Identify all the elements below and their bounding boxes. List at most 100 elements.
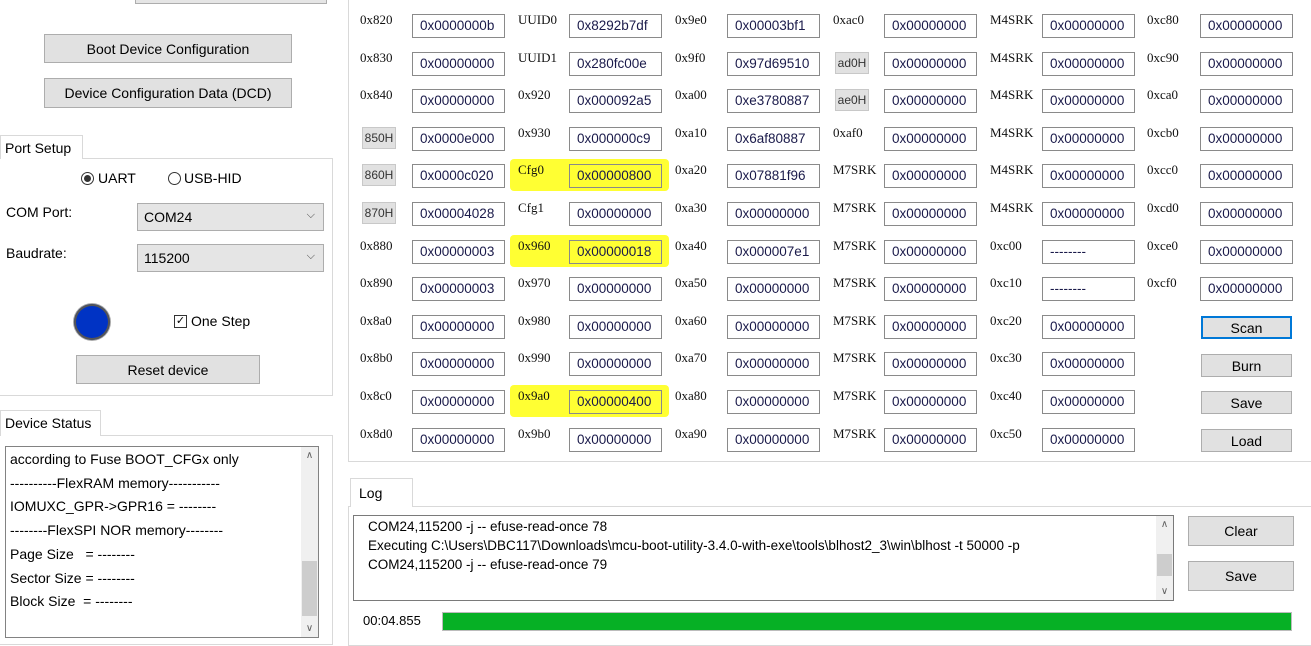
dcd-button[interactable]: Device Configuration Data (DCD) xyxy=(44,78,292,108)
scroll-thumb[interactable] xyxy=(302,561,317,616)
fuse-lock-button[interactable]: 870H xyxy=(362,202,396,224)
fuse-value-field[interactable]: 0x00000000 xyxy=(1042,314,1135,339)
device-status-list[interactable]: according to Fuse BOOT_CFGx only --------… xyxy=(5,446,319,638)
fuse-value-field[interactable]: 0x00000000 xyxy=(569,314,662,339)
fuse-value-field[interactable]: 0x00000000 xyxy=(1042,427,1135,452)
fuse-value-field[interactable]: 0x00000000 xyxy=(884,277,977,302)
fuse-value-field[interactable]: 0x000092a5 xyxy=(569,89,662,114)
fuse-value-field[interactable]: 0x00000000 xyxy=(1042,14,1135,38)
fuse-value-field[interactable]: -------- xyxy=(1042,277,1135,302)
fuse-value-field[interactable]: 0x00000000 xyxy=(1200,51,1293,76)
scrollbar[interactable]: ∧ ∨ xyxy=(301,447,318,637)
scroll-up-icon[interactable]: ∧ xyxy=(305,450,314,461)
fuse-value-field[interactable]: 0x00000000 xyxy=(1042,390,1135,414)
fuse-value-field[interactable]: 0x000000c9 xyxy=(569,126,662,151)
radio-usb-hid[interactable]: USB-HID xyxy=(168,170,242,186)
fuse-value-field[interactable]: 0x000007e1 xyxy=(727,239,820,264)
fuse-value-field[interactable]: 0x00000000 xyxy=(569,427,662,452)
tab-log[interactable]: Log xyxy=(350,478,413,507)
fuse-value-field[interactable]: 0x0000000b xyxy=(412,14,505,38)
fuse-value-field[interactable]: 0x00000000 xyxy=(1200,202,1293,226)
fuse-value-field[interactable]: 0x00000400 xyxy=(569,390,662,414)
clear-log-button[interactable]: Clear xyxy=(1188,516,1294,546)
fuse-lock-button[interactable]: ae0H xyxy=(835,89,869,112)
fuse-value-field[interactable]: 0x8292b7df xyxy=(569,14,662,38)
save-fuse-button[interactable]: Save xyxy=(1201,391,1292,414)
fuse-value-field[interactable]: 0x00000000 xyxy=(884,352,977,377)
fuse-lock-button[interactable]: ad0H xyxy=(835,51,869,74)
fuse-value-field[interactable]: 0x00000000 xyxy=(412,314,505,339)
fuse-value-field[interactable]: 0x00000000 xyxy=(412,352,505,377)
log-text[interactable]: COM24,115200 -j -- efuse-read-once 78 Exe… xyxy=(353,515,1174,601)
fuse-value-field[interactable]: 0x6af80887 xyxy=(727,126,820,151)
fuse-value-field[interactable]: 0x00000000 xyxy=(1200,126,1293,151)
fuse-value-field[interactable]: 0x00000000 xyxy=(569,352,662,377)
fuse-lock-button[interactable]: 860H xyxy=(362,164,396,187)
load-button[interactable]: Load xyxy=(1201,429,1292,452)
fuse-value-field[interactable]: 0xe3780887 xyxy=(727,89,820,114)
fuse-value-field[interactable]: 0x00000000 xyxy=(1200,239,1293,264)
fuse-value-field[interactable]: 0x00000000 xyxy=(1042,51,1135,76)
fuse-value-field[interactable]: 0x00000000 xyxy=(884,51,977,76)
fuse-value-field[interactable]: 0x00000000 xyxy=(727,352,820,377)
fuse-value-field[interactable]: 0x00000000 xyxy=(727,277,820,302)
radio-uart[interactable]: UART xyxy=(81,170,136,186)
fuse-value-field[interactable]: 0x00000000 xyxy=(569,202,662,226)
fuse-value-field[interactable]: 0x00000000 xyxy=(884,202,977,226)
fuse-value-field[interactable]: 0x00000000 xyxy=(412,89,505,114)
fuse-value-field[interactable]: 0x280fc00e xyxy=(569,51,662,76)
scroll-thumb[interactable] xyxy=(1157,554,1172,576)
scroll-down-icon[interactable]: ∨ xyxy=(305,623,314,634)
boot-device-configuration-button[interactable]: Boot Device Configuration xyxy=(44,34,292,63)
fuse-lock-button[interactable]: 850H xyxy=(362,126,396,149)
fuse-value-field[interactable]: 0x00000000 xyxy=(569,277,662,302)
fuse-value-field[interactable]: 0x0000c020 xyxy=(412,164,505,189)
fuse-value-field[interactable]: 0x00000000 xyxy=(412,390,505,414)
save-log-button[interactable]: Save xyxy=(1188,561,1294,591)
fuse-value-field[interactable]: 0x00000000 xyxy=(1200,89,1293,114)
fuse-value-field[interactable]: 0x00000000 xyxy=(1200,14,1293,38)
fuse-value-field[interactable]: 0x00000000 xyxy=(884,14,977,38)
tab-device-status[interactable]: Device Status xyxy=(0,410,101,436)
fuse-value-field[interactable]: 0x00000000 xyxy=(1042,164,1135,189)
fuse-value-field[interactable]: 0x00000000 xyxy=(884,164,977,189)
fuse-value-field[interactable]: 0x00000000 xyxy=(1200,164,1293,189)
fuse-value-field[interactable]: 0x00000003 xyxy=(412,277,505,302)
fuse-value-field[interactable]: 0x00000003 xyxy=(412,239,505,264)
fuse-value-field[interactable]: 0x00000800 xyxy=(569,164,662,189)
top-partial-field[interactable] xyxy=(135,0,327,4)
fuse-value-field[interactable]: 0x00000000 xyxy=(1042,202,1135,226)
fuse-value-field[interactable]: 0x00000000 xyxy=(884,427,977,452)
fuse-value-field[interactable]: 0x00000000 xyxy=(884,314,977,339)
fuse-value-field[interactable]: -------- xyxy=(1042,239,1135,264)
scroll-up-icon[interactable]: ∧ xyxy=(1160,519,1169,530)
tab-port-setup[interactable]: Port Setup xyxy=(0,135,83,159)
fuse-value-field[interactable]: 0x00000000 xyxy=(1042,89,1135,114)
fuse-value-field[interactable]: 0x00003bf1 xyxy=(727,14,820,38)
fuse-value-field[interactable]: 0x00000000 xyxy=(1200,277,1293,302)
scroll-down-icon[interactable]: ∨ xyxy=(1160,586,1169,597)
fuse-value-field[interactable]: 0x00004028 xyxy=(412,202,505,226)
fuse-value-field[interactable]: 0x00000000 xyxy=(884,239,977,264)
fuse-value-field[interactable]: 0x00000000 xyxy=(884,89,977,114)
reset-device-button[interactable]: Reset device xyxy=(76,355,260,384)
one-step-checkbox[interactable]: ✓ One Step xyxy=(174,313,250,329)
fuse-value-field[interactable]: 0x00000000 xyxy=(727,427,820,452)
baudrate-select[interactable]: 115200 ⌵ xyxy=(137,244,324,272)
com-port-select[interactable]: COM24 ⌵ xyxy=(137,203,324,231)
fuse-value-field[interactable]: 0x00000000 xyxy=(412,427,505,452)
burn-button[interactable]: Burn xyxy=(1201,354,1292,377)
fuse-value-field[interactable]: 0x00000000 xyxy=(1042,352,1135,377)
fuse-value-field[interactable]: 0x00000000 xyxy=(884,390,977,414)
fuse-value-field[interactable]: 0x00000000 xyxy=(1042,126,1135,151)
fuse-value-field[interactable]: 0x00000000 xyxy=(727,314,820,339)
fuse-value-field[interactable]: 0x00000000 xyxy=(884,126,977,151)
fuse-value-field[interactable]: 0x00000000 xyxy=(412,51,505,76)
scrollbar[interactable]: ∧ ∨ xyxy=(1156,516,1173,600)
fuse-value-field[interactable]: 0x00000000 xyxy=(727,390,820,414)
fuse-value-field[interactable]: 0x00000018 xyxy=(569,239,662,264)
fuse-value-field[interactable]: 0x07881f96 xyxy=(727,164,820,189)
scan-button[interactable]: Scan xyxy=(1201,316,1292,339)
fuse-value-field[interactable]: 0x00000000 xyxy=(727,202,820,226)
fuse-value-field[interactable]: 0x0000e000 xyxy=(412,126,505,151)
